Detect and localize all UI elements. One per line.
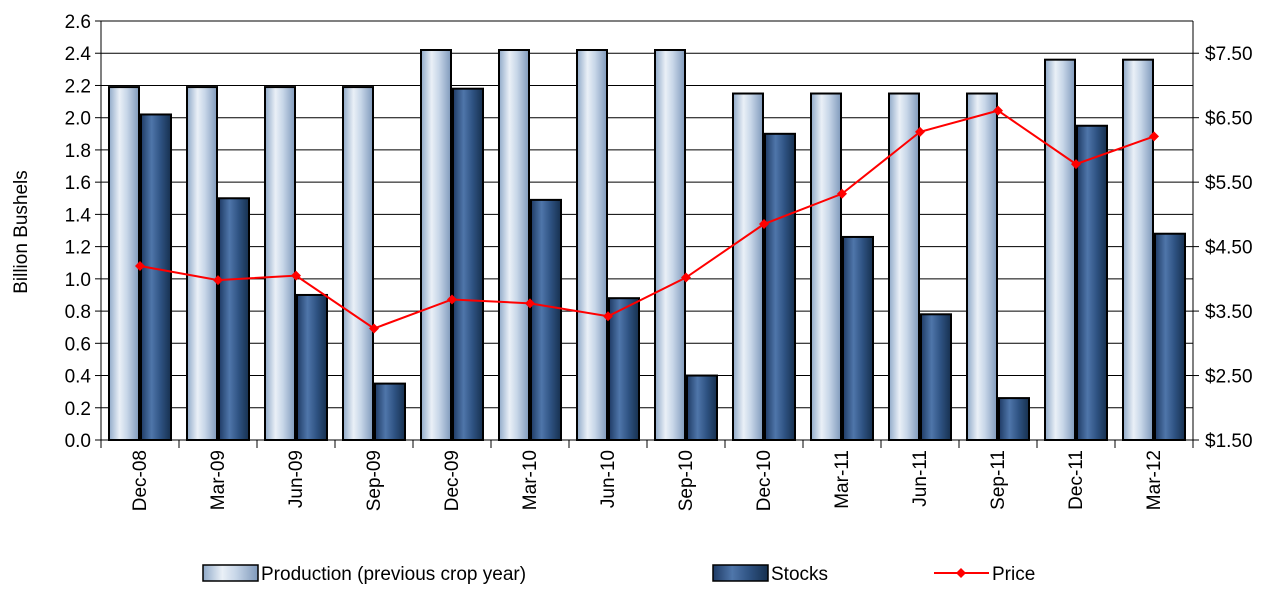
bar-stocks — [1076, 124, 1108, 441]
price-line — [135, 105, 1159, 334]
x-tick-label: Dec-09 — [442, 450, 463, 511]
y-tick-label: 0.0 — [65, 431, 91, 452]
price-point — [915, 126, 925, 137]
x-tick-label: Sep-11 — [988, 450, 1009, 510]
bar-production — [108, 86, 140, 441]
bar-production — [732, 92, 764, 442]
y-tick-label: 2.6 — [65, 12, 91, 33]
bar-stocks — [686, 374, 718, 441]
bar-production — [966, 92, 998, 442]
bar-stocks — [452, 87, 484, 442]
x-tick-label: Sep-09 — [364, 450, 385, 511]
price-line-path — [139, 109, 1155, 330]
y-tick-label: 0.2 — [65, 399, 91, 420]
y-tick-label: 2.4 — [65, 44, 92, 65]
y-tick-label: 2.2 — [65, 76, 91, 97]
x-tick-label: Mar-11 — [832, 450, 853, 509]
legend-swatch — [202, 564, 259, 582]
bar-stocks — [1154, 232, 1186, 441]
price-point — [993, 105, 1003, 116]
bar-production — [186, 86, 218, 441]
bar-stocks — [998, 397, 1030, 442]
y2-tick-label: $3.50 — [1205, 302, 1253, 323]
y2-tick-label: $2.50 — [1205, 367, 1253, 388]
x-tick-label: Jun-11 — [910, 450, 931, 507]
x-tick-label: Jun-10 — [598, 450, 619, 508]
x-tick-label: Dec-11 — [1066, 450, 1087, 510]
y2-tick-label: $4.50 — [1205, 238, 1253, 259]
legend-label: Stocks — [771, 564, 828, 585]
price-point — [603, 311, 613, 322]
bar-stocks — [530, 198, 562, 441]
price-point — [1071, 159, 1081, 170]
y-tick-label: 1.6 — [65, 173, 91, 194]
bar-stocks — [842, 235, 874, 441]
y-tick-label: 2.0 — [65, 109, 91, 130]
y-tick-label: 0.6 — [65, 334, 91, 355]
price-point — [525, 298, 535, 309]
axes: 0.0 0.2 0.4 0.6 0.8 1.0 1.2 1.4 1.6 1.8 2.0 2.2 2.4 2… — [65, 12, 1253, 511]
x-tick-label: Mar-12 — [1144, 450, 1165, 510]
legend-marker — [956, 568, 966, 578]
bar-production — [264, 86, 296, 441]
bar-production — [1122, 58, 1154, 442]
bar-stocks — [608, 297, 640, 441]
bar-production — [1044, 58, 1076, 442]
bar-production — [654, 49, 686, 441]
x-tick-label: Jun-09 — [286, 450, 307, 508]
price-point — [447, 294, 457, 305]
y2-tick-label: $1.50 — [1205, 431, 1253, 452]
y-tick-label: 0.8 — [65, 302, 91, 323]
bar-stocks — [374, 382, 406, 442]
legend-swatch — [712, 564, 769, 582]
x-tick-label: Dec-10 — [754, 450, 775, 511]
legend: Production (previous crop year) Stocks Pri… — [202, 564, 1035, 585]
price-point — [1149, 131, 1159, 142]
bar-production — [810, 92, 842, 442]
bar-stocks — [218, 197, 250, 441]
bar-production — [342, 86, 374, 441]
x-tick-label: Mar-09 — [208, 450, 229, 510]
price-point — [291, 270, 301, 281]
price-point — [681, 272, 691, 283]
bars — [108, 49, 1186, 442]
x-tick-label: Mar-10 — [520, 450, 541, 510]
y2-tick-label: $6.50 — [1205, 109, 1253, 130]
price-point — [213, 275, 223, 286]
x-tick-label: Sep-10 — [676, 450, 697, 511]
bar-stocks — [920, 313, 952, 441]
price-point — [135, 260, 145, 271]
y2-tick-label: $5.50 — [1205, 173, 1253, 194]
price-point — [837, 188, 847, 199]
y-tick-label: 1.0 — [65, 270, 91, 291]
y-tick-label: 1.2 — [65, 238, 91, 259]
x-tick-label: Dec-08 — [130, 450, 151, 511]
price-point — [369, 323, 379, 334]
legend-label: Price — [992, 564, 1035, 585]
bar-production — [498, 49, 530, 441]
bar-production — [576, 49, 608, 441]
bar-stocks — [296, 293, 328, 442]
legend-label: Production (previous crop year) — [261, 564, 526, 585]
y-tick-label: 1.8 — [65, 141, 91, 162]
y-axis-title: Billion Bushels — [11, 170, 32, 294]
y-tick-label: 1.4 — [65, 205, 92, 226]
y2-tick-label: $7.50 — [1205, 44, 1253, 65]
bar-stocks — [764, 132, 796, 442]
bar-production — [420, 49, 452, 441]
y-tick-label: 0.4 — [65, 367, 92, 388]
bar-stocks — [140, 113, 172, 441]
price-point — [759, 219, 769, 230]
